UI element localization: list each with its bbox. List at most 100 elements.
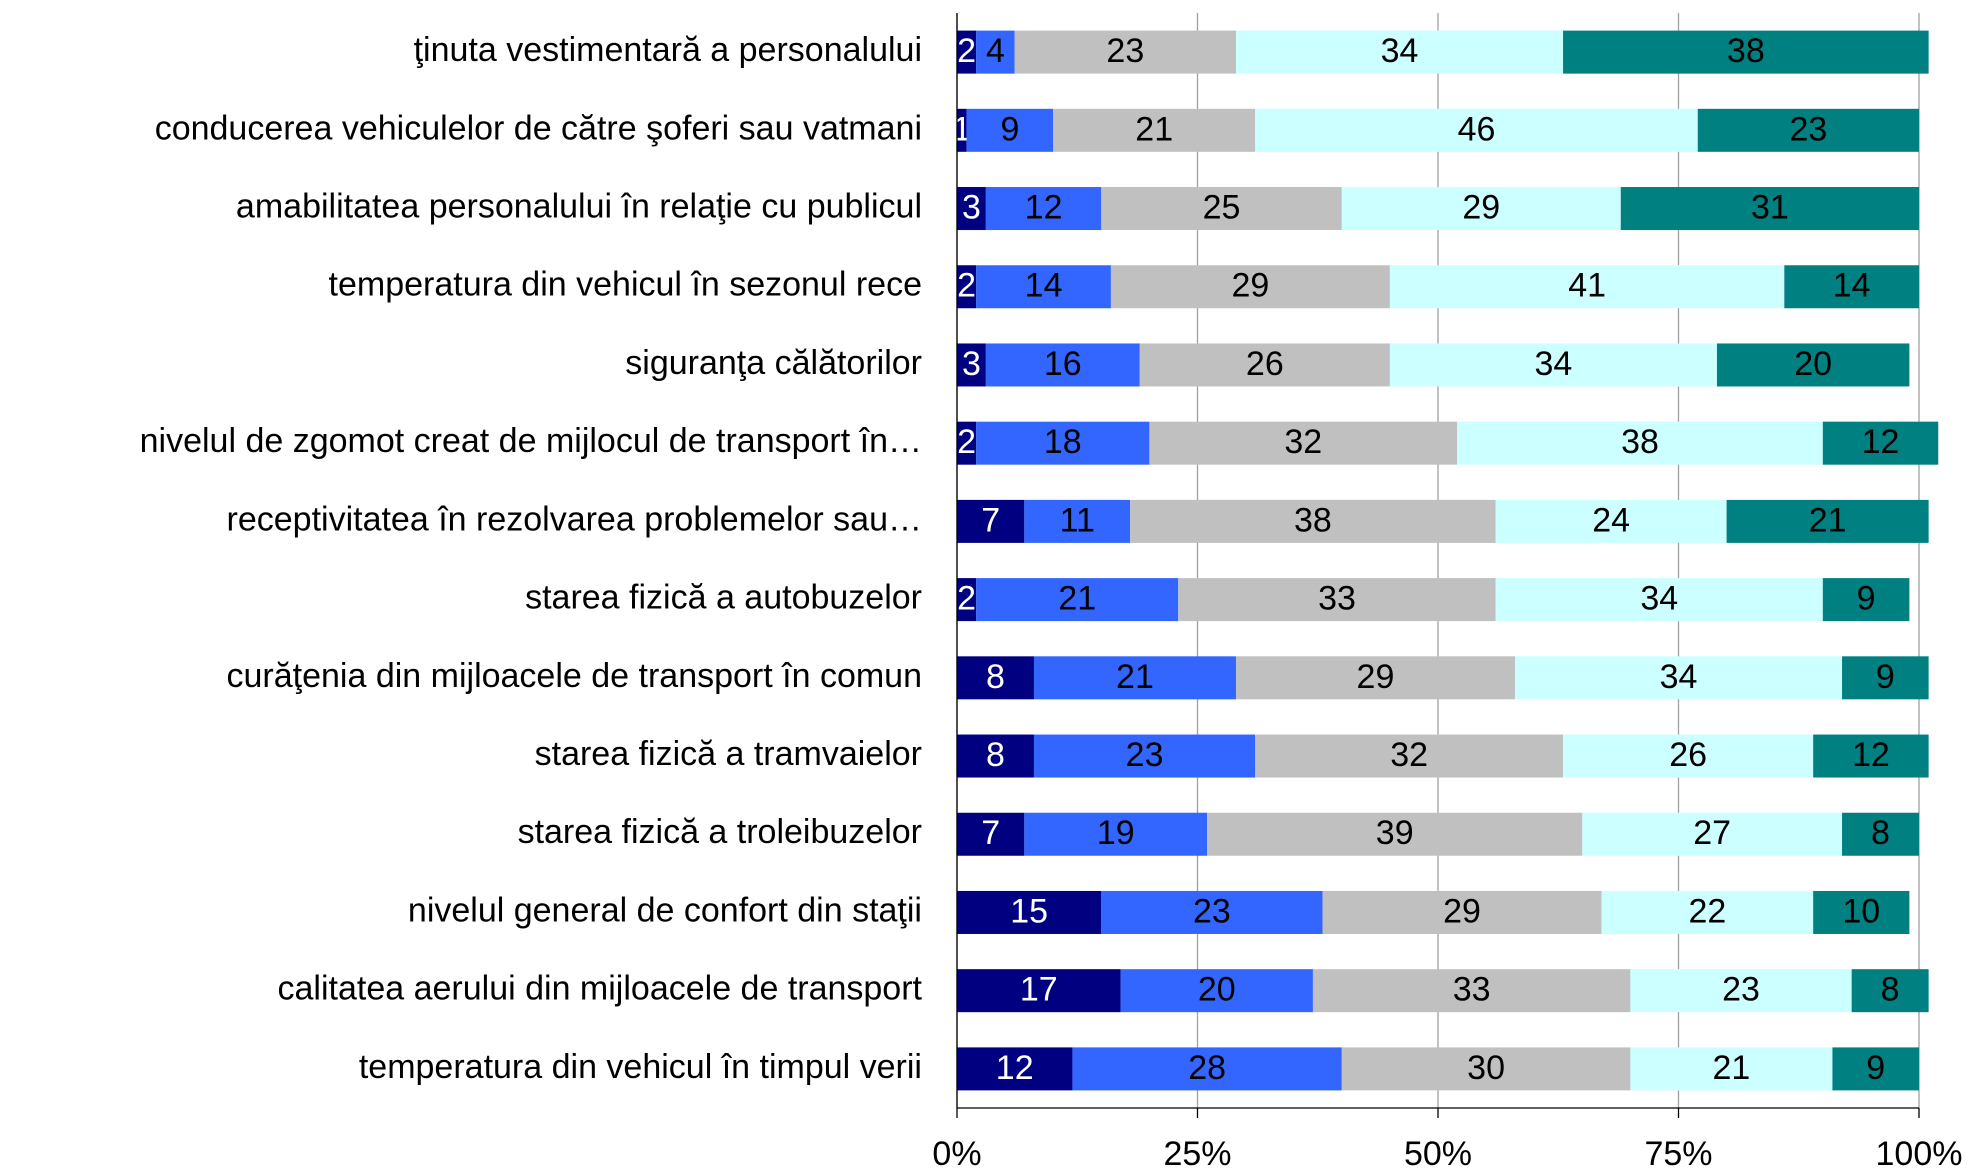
data-label: 12 (996, 1049, 1034, 1087)
data-label: 21 (1809, 501, 1847, 539)
bar-segment (957, 108, 967, 152)
data-label: 14 (1025, 267, 1063, 305)
bar-segment (1139, 343, 1390, 387)
data-label: 34 (1535, 345, 1573, 383)
data-label: 23 (1106, 32, 1144, 70)
bar-segment (966, 108, 1054, 152)
bar-segment (1033, 656, 1236, 700)
data-label: 9 (1876, 658, 1895, 696)
data-label: 34 (1660, 658, 1698, 696)
bar-segment (957, 1047, 1073, 1091)
bar-segment (1178, 578, 1496, 622)
category-label: starea fizică a autobuzelor (525, 579, 922, 617)
data-label: 38 (1621, 423, 1659, 461)
data-label: 2 (957, 423, 976, 461)
data-label: 8 (1881, 971, 1900, 1009)
bar-segment (976, 421, 1150, 465)
bar-segment (976, 578, 1179, 622)
bar-segment (957, 656, 1034, 700)
bar-segment (1101, 890, 1323, 934)
bar-segment (957, 969, 1121, 1013)
bar-segment (1601, 890, 1814, 934)
bar-segment (1101, 187, 1342, 231)
data-label: 39 (1376, 814, 1414, 852)
data-label: 34 (1381, 32, 1419, 70)
data-label: 21 (1712, 1049, 1750, 1087)
bar-segment (1341, 187, 1621, 231)
bar-segment (1784, 265, 1919, 309)
data-label: 26 (1246, 345, 1284, 383)
data-label: 15 (1010, 892, 1048, 930)
data-label: 32 (1390, 736, 1428, 774)
data-label: 30 (1467, 1049, 1505, 1087)
bar-segment (1822, 578, 1910, 622)
bar-segment (985, 343, 1140, 387)
bar-segment (957, 578, 977, 622)
bar-segment (1255, 108, 1698, 152)
data-label: 12 (1862, 423, 1900, 461)
bar-segment (1726, 499, 1929, 543)
data-label: 38 (1727, 32, 1765, 70)
category-label: starea fizică a troleibuzelor (518, 813, 922, 851)
bar-segment (1716, 343, 1910, 387)
data-label: 21 (1116, 658, 1154, 696)
data-label: 8 (986, 736, 1005, 774)
data-label: 14 (1833, 267, 1871, 305)
bar-segment (1813, 890, 1910, 934)
data-label: 16 (1044, 345, 1082, 383)
data-label: 26 (1669, 736, 1707, 774)
bar-segment (957, 265, 977, 309)
data-label: 23 (1126, 736, 1164, 774)
data-label: 12 (1025, 189, 1063, 227)
category-label: curăţenia din mijloacele de transport în… (227, 657, 923, 695)
bar-segment (1120, 969, 1313, 1013)
category-label: nivelul de zgomot creat de mijlocul de t… (140, 422, 922, 460)
data-label: 12 (1852, 736, 1890, 774)
data-label: 38 (1294, 501, 1332, 539)
data-label: 46 (1458, 110, 1496, 148)
data-label: 23 (1722, 971, 1760, 1009)
bar-segment (1495, 499, 1727, 543)
data-label: 32 (1284, 423, 1322, 461)
data-label: 34 (1640, 580, 1678, 618)
data-label: 8 (986, 658, 1005, 696)
category-label: siguranţa călătorilor (625, 344, 922, 382)
bar-segment (1235, 30, 1564, 74)
bar-segment (1389, 265, 1785, 309)
category-label: receptivitatea în rezolvarea problemelor… (227, 500, 922, 538)
bar-segment (1514, 656, 1843, 700)
bar-segment (957, 421, 977, 465)
bar-segment (957, 499, 1025, 543)
data-label: 29 (1443, 892, 1481, 930)
bar-segment (957, 187, 986, 231)
bar-segment (976, 265, 1111, 309)
data-label: 11 (1060, 501, 1095, 539)
data-label: 20 (1198, 971, 1236, 1009)
data-label: 20 (1794, 345, 1832, 383)
bar-segment (1630, 969, 1852, 1013)
bar-segment (1110, 265, 1390, 309)
data-label: 9 (1000, 110, 1019, 148)
category-label: temperatura din vehicul în timpul verii (359, 1048, 922, 1086)
data-label: 8 (1871, 814, 1890, 852)
bar-segment (1255, 734, 1564, 778)
x-tick-label: 75% (1644, 1135, 1712, 1172)
bar-segment (1697, 108, 1919, 152)
bar-segment (1842, 812, 1919, 856)
bar-segment (1053, 108, 1256, 152)
data-label: 10 (1842, 892, 1880, 930)
bar-segment (1341, 1047, 1631, 1091)
data-label: 3 (962, 189, 981, 227)
bar-segment (985, 187, 1102, 231)
bar-segment (1630, 1047, 1833, 1091)
bar-segment (1620, 187, 1919, 231)
data-label: 28 (1188, 1049, 1226, 1087)
bar-segment (957, 890, 1102, 934)
data-label: 3 (962, 345, 981, 383)
bar-segment (1072, 1047, 1342, 1091)
data-label: 19 (1097, 814, 1135, 852)
bar-segment (1322, 890, 1602, 934)
bar-segment (957, 343, 986, 387)
bar-segment (1024, 812, 1208, 856)
